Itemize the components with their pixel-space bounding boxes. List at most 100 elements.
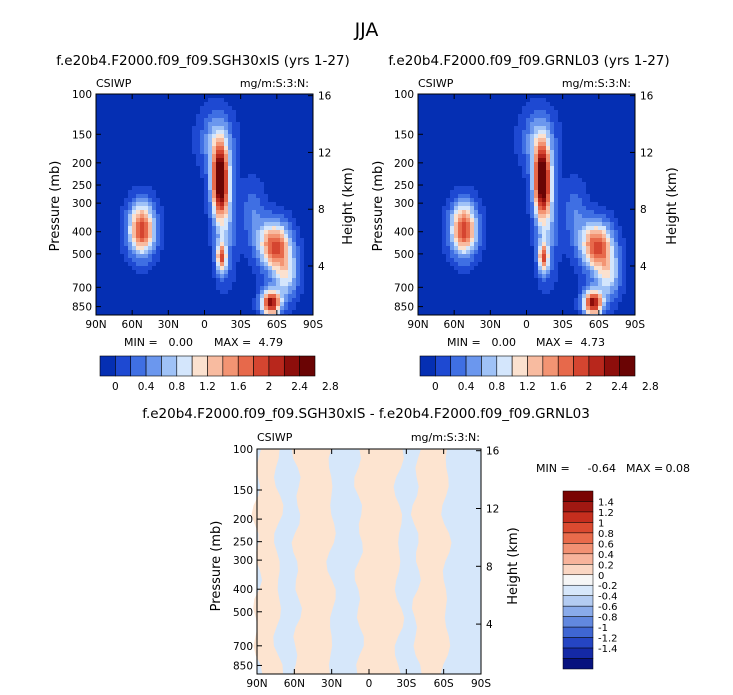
heatmap-cell <box>172 202 177 207</box>
heatmap-cell <box>248 274 253 279</box>
heatmap-cell <box>264 190 269 195</box>
heatmap-cell <box>200 134 205 139</box>
heatmap-cell <box>168 250 173 255</box>
heatmap-cell <box>518 126 523 131</box>
heatmap-cell <box>438 114 443 119</box>
heatmap-cell <box>244 234 249 239</box>
heatmap-cell <box>108 158 113 163</box>
heatmap-cell <box>124 150 129 155</box>
heatmap-cell <box>288 238 293 243</box>
heatmap-cell <box>132 298 137 303</box>
heatmap-cell <box>148 198 153 203</box>
heatmap-cell <box>252 222 257 227</box>
heatmap-cell <box>152 250 157 255</box>
heatmap-cell <box>176 210 181 215</box>
heatmap-cell <box>276 154 281 159</box>
heatmap-cell <box>300 254 305 259</box>
heatmap-cell <box>462 218 467 223</box>
heatmap-cell <box>172 122 177 127</box>
heatmap-cell <box>502 94 507 99</box>
heatmap-cell <box>132 302 137 307</box>
heatmap-cell <box>144 246 149 251</box>
heatmap-cell <box>240 170 245 175</box>
heatmap-cell <box>184 218 189 223</box>
heatmap-cell <box>514 218 519 223</box>
heatmap-cell <box>172 170 177 175</box>
heatmap-cell <box>228 286 233 291</box>
heatmap-cell <box>208 262 213 267</box>
heatmap-cell <box>252 94 257 99</box>
heatmap-cell <box>132 206 137 211</box>
heatmap-cell <box>96 198 101 203</box>
heatmap-cell <box>546 114 551 119</box>
heatmap-cell <box>610 162 615 167</box>
heatmap-cell <box>256 162 261 167</box>
heatmap-cell <box>578 206 583 211</box>
heatmap-cell <box>486 102 491 107</box>
heatmap-cell <box>582 206 587 211</box>
heatmap-cell <box>236 302 241 307</box>
heatmap-cell <box>462 170 467 175</box>
heatmap-cell <box>538 162 543 167</box>
heatmap-cell <box>462 114 467 119</box>
heatmap-cell <box>128 166 133 171</box>
heatmap-cell <box>542 182 547 187</box>
heatmap-cell <box>550 214 555 219</box>
heatmap-cell <box>196 298 201 303</box>
heatmap-cell <box>152 286 157 291</box>
heatmap-cell <box>216 162 221 167</box>
heatmap-cell <box>486 110 491 115</box>
heatmap-cell <box>470 138 475 143</box>
heatmap-cell <box>276 114 281 119</box>
heatmap-cell <box>200 290 205 295</box>
heatmap-cell <box>276 298 281 303</box>
panel-left-title: f.e20b4.F2000.f09_f09.SGH30xIS (yrs 1-27… <box>56 53 350 69</box>
heatmap-cell <box>562 106 567 111</box>
heatmap-cell <box>522 214 527 219</box>
heatmap-cell <box>308 254 313 259</box>
heatmap-cell <box>582 130 587 135</box>
heatmap-cell <box>248 294 253 299</box>
heatmap-cell <box>280 278 285 283</box>
colorbar-label: 0.8 <box>168 381 185 393</box>
heatmap-cell <box>272 266 277 271</box>
heatmap-cell <box>248 226 253 231</box>
heatmap-cell <box>292 134 297 139</box>
heatmap-cell <box>296 270 301 275</box>
heatmap-cell <box>522 102 527 107</box>
heatmap-cell <box>502 198 507 203</box>
heatmap-cell <box>446 118 451 123</box>
heatmap-cell <box>280 166 285 171</box>
heatmap-cell <box>144 282 149 287</box>
heatmap-cell <box>224 290 229 295</box>
heatmap-cell <box>562 118 567 123</box>
heatmap-cell <box>164 118 169 123</box>
heatmap-cell <box>208 174 213 179</box>
heatmap-cell <box>168 198 173 203</box>
heatmap-cell <box>204 162 209 167</box>
heatmap-cell <box>248 254 253 259</box>
heatmap-cell <box>148 258 153 263</box>
heatmap-cell <box>522 98 527 103</box>
heatmap-cell <box>622 130 627 135</box>
heatmap-cell <box>450 186 455 191</box>
heatmap-cell <box>574 142 579 147</box>
heatmap-cell <box>144 222 149 227</box>
heatmap-cell <box>446 202 451 207</box>
heatmap-cell <box>148 158 153 163</box>
heatmap-cell <box>296 302 301 307</box>
heatmap-cell <box>248 186 253 191</box>
heatmap-cell <box>296 254 301 259</box>
heatmap-cell <box>526 210 531 215</box>
heatmap-cell <box>220 206 225 211</box>
heatmap-cell <box>228 258 233 263</box>
heatmap-cell <box>280 282 285 287</box>
heatmap-cell <box>482 126 487 131</box>
heatmap-cell <box>188 194 193 199</box>
heatmap-cell <box>308 218 313 223</box>
heatmap-cell <box>422 102 427 107</box>
heatmap-cell <box>590 134 595 139</box>
heatmap-cell <box>530 118 535 123</box>
heatmap-cell <box>518 158 523 163</box>
heatmap-cell <box>96 290 101 295</box>
